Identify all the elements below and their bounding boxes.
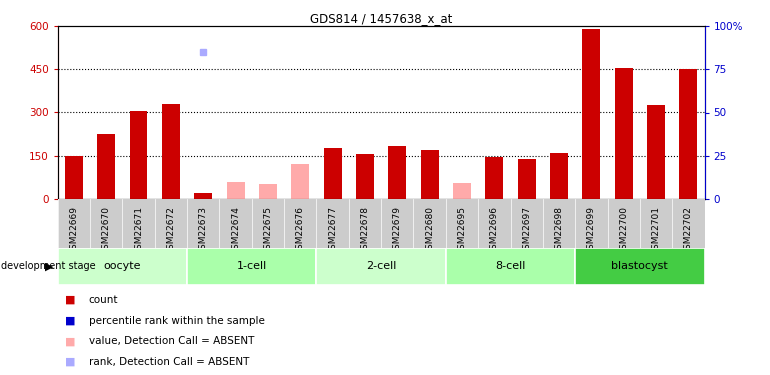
Bar	[356, 154, 374, 199]
Bar	[323, 148, 342, 199]
Text: GSM22696: GSM22696	[490, 206, 499, 255]
Text: GSM22676: GSM22676	[296, 206, 305, 255]
Text: GSM22701: GSM22701	[651, 206, 661, 255]
Bar	[388, 146, 407, 199]
Text: GSM22679: GSM22679	[393, 206, 402, 255]
Text: GSM22677: GSM22677	[328, 206, 337, 255]
Bar	[614, 68, 633, 199]
Bar	[420, 150, 439, 199]
Bar	[679, 69, 698, 199]
Bar	[259, 184, 277, 199]
Text: 1-cell: 1-cell	[236, 261, 267, 271]
Bar	[316, 248, 446, 285]
Text: ■: ■	[65, 316, 76, 326]
Bar	[575, 248, 705, 285]
Bar	[550, 153, 568, 199]
Bar	[582, 29, 601, 199]
Title: GDS814 / 1457638_x_at: GDS814 / 1457638_x_at	[310, 12, 452, 25]
Text: 8-cell: 8-cell	[495, 261, 526, 271]
Bar	[647, 105, 665, 199]
Text: GSM22680: GSM22680	[425, 206, 434, 255]
Bar	[162, 104, 180, 199]
Bar	[517, 159, 536, 199]
Text: ■: ■	[65, 357, 76, 367]
Text: GSM22700: GSM22700	[619, 206, 628, 255]
Text: GSM22673: GSM22673	[199, 206, 208, 255]
Text: count: count	[89, 295, 118, 305]
Text: oocyte: oocyte	[104, 261, 141, 271]
Bar	[187, 248, 316, 285]
Text: percentile rank within the sample: percentile rank within the sample	[89, 316, 264, 326]
Text: rank, Detection Call = ABSENT: rank, Detection Call = ABSENT	[89, 357, 249, 367]
Text: GSM22674: GSM22674	[231, 206, 240, 255]
Text: GSM22670: GSM22670	[102, 206, 111, 255]
Bar	[291, 164, 310, 199]
Text: GSM22671: GSM22671	[134, 206, 143, 255]
Text: GSM22672: GSM22672	[166, 206, 176, 255]
Text: ■: ■	[65, 336, 76, 346]
Text: development stage: development stage	[1, 261, 95, 271]
Text: GSM22695: GSM22695	[457, 206, 467, 255]
Text: GSM22697: GSM22697	[522, 206, 531, 255]
Text: ▶: ▶	[45, 261, 54, 271]
Bar	[97, 134, 115, 199]
Bar	[453, 183, 471, 199]
Bar	[194, 193, 213, 199]
Text: GSM22678: GSM22678	[360, 206, 370, 255]
Bar	[129, 111, 148, 199]
Text: blastocyst: blastocyst	[611, 261, 668, 271]
Text: ■: ■	[65, 295, 76, 305]
Bar	[446, 248, 575, 285]
Text: GSM22699: GSM22699	[587, 206, 596, 255]
Text: GSM22669: GSM22669	[69, 206, 79, 255]
Text: value, Detection Call = ABSENT: value, Detection Call = ABSENT	[89, 336, 254, 346]
Text: GSM22702: GSM22702	[684, 206, 693, 255]
Text: 2-cell: 2-cell	[366, 261, 397, 271]
Text: GSM22675: GSM22675	[263, 206, 273, 255]
Bar	[485, 157, 504, 199]
Bar	[58, 248, 187, 285]
Bar	[65, 156, 83, 199]
Bar	[226, 182, 245, 199]
Text: GSM22698: GSM22698	[554, 206, 564, 255]
